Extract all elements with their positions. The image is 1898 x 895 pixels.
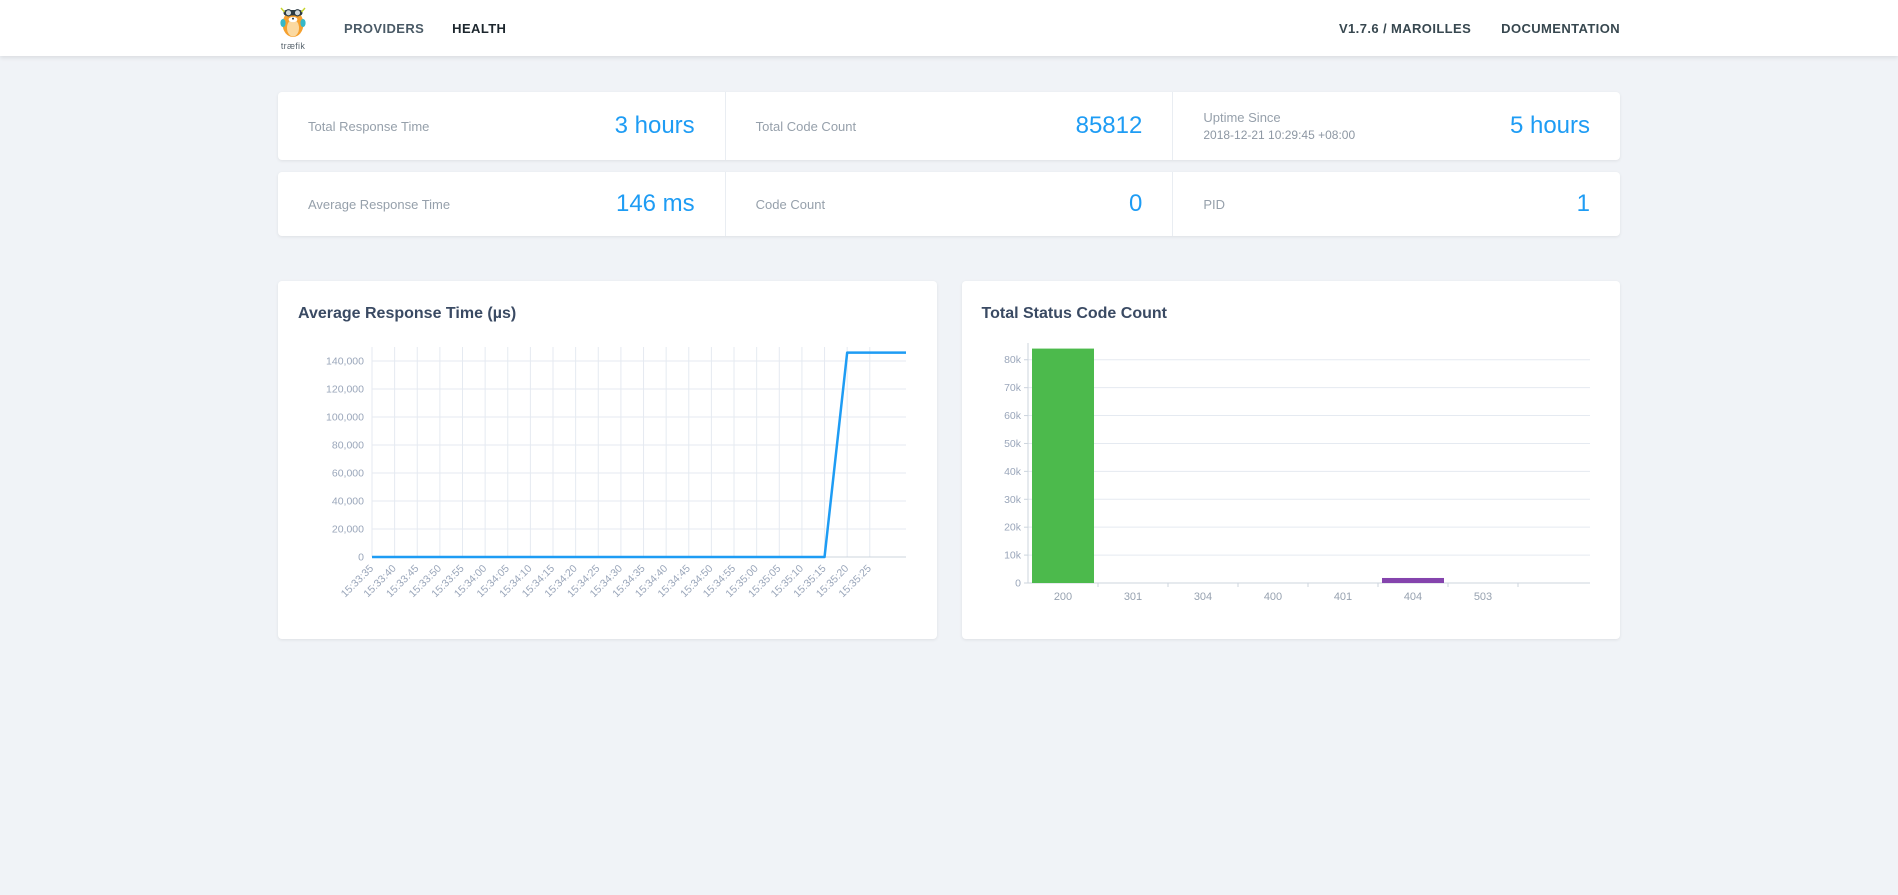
stat-value: 3 hours: [614, 112, 695, 139]
svg-text:70k: 70k: [1004, 382, 1022, 394]
svg-text:40,000: 40,000: [332, 496, 364, 508]
stat-row-totals: Total Response Time 3 hours Total Code C…: [278, 92, 1620, 160]
charts-row: Average Response Time (µs) 0 20,000 40,000…: [278, 281, 1620, 639]
svg-text:140,000: 140,000: [326, 356, 364, 368]
uptime-label-block: Uptime Since 2018-12-21 10:29:45 +08:00: [1203, 110, 1355, 142]
line-chart-title: Average Response Time (µs): [298, 305, 517, 322]
stat-label: PID: [1203, 196, 1226, 212]
chart-card-response-time: Average Response Time (µs) 0 20,000 40,000…: [278, 281, 937, 639]
svg-text:40k: 40k: [1004, 466, 1022, 478]
svg-text:20k: 20k: [1004, 522, 1022, 534]
stat-value: 85812: [1075, 112, 1143, 139]
main-content: Total Response Time 3 hours Total Code C…: [278, 92, 1620, 639]
svg-text:80,000: 80,000: [332, 440, 364, 452]
svg-text:10k: 10k: [1004, 550, 1022, 562]
uptime-timestamp: 2018-12-21 10:29:45 +08:00: [1203, 128, 1356, 142]
stat-label: Uptime Since: [1203, 110, 1281, 125]
stat-label: Total Response Time: [308, 118, 430, 134]
svg-text:301: 301: [1123, 591, 1141, 603]
svg-text:0: 0: [358, 552, 364, 564]
svg-text:401: 401: [1333, 591, 1351, 603]
stat-label: Code Count: [755, 196, 826, 212]
response-time-line-chart[interactable]: 0 20,000 40,000 60,000 80,000 100,000 120,000 1…: [296, 329, 918, 629]
bar-chart-title: Total Status Code Count: [981, 305, 1167, 322]
stat-value: 0: [1128, 190, 1143, 217]
navbar: træfik PROVIDERS HEALTH V1.7.6 / MAROILL…: [0, 0, 1898, 56]
status-code-bar-chart[interactable]: 0 10k 20k 30k 40k 50k 60k 70k 80k 200 301 304 400 401…: [980, 329, 1600, 629]
svg-text:0: 0: [1015, 578, 1021, 590]
chart-card-status-codes: Total Status Code Count 0 10k 20k 30k 40k 50k…: [961, 281, 1620, 639]
svg-text:30k: 30k: [1004, 494, 1022, 506]
svg-text:80k: 80k: [1004, 354, 1022, 366]
documentation-link[interactable]: DOCUMENTATION: [1501, 20, 1620, 36]
svg-text:20,000: 20,000: [332, 524, 364, 536]
svg-text:304: 304: [1193, 591, 1211, 603]
stat-code-count: Code Count 0: [724, 172, 1173, 236]
svg-text:100,000: 100,000: [326, 412, 364, 424]
traefik-logo[interactable]: træfik: [278, 6, 308, 51]
svg-text:400: 400: [1263, 591, 1281, 603]
svg-text:50k: 50k: [1004, 438, 1022, 450]
traefik-gopher-icon: [278, 6, 308, 43]
stat-value: 5 hours: [1509, 112, 1591, 139]
stat-uptime-since: Uptime Since 2018-12-21 10:29:45 +08:00 …: [1172, 92, 1620, 160]
svg-text:200: 200: [1053, 591, 1071, 603]
nav-item-health[interactable]: HEALTH: [452, 20, 507, 36]
svg-text:60k: 60k: [1004, 410, 1022, 422]
nav-inner: træfik PROVIDERS HEALTH V1.7.6 / MAROILL…: [278, 0, 1620, 56]
stat-value: 146 ms: [615, 190, 695, 217]
stat-label: Average Response Time: [308, 196, 451, 212]
nav-item-providers[interactable]: PROVIDERS: [344, 20, 425, 36]
stat-total-response-time: Total Response Time 3 hours: [278, 92, 725, 160]
stat-row-current: Average Response Time 146 ms Code Count …: [278, 172, 1620, 236]
stat-value: 1: [1576, 190, 1591, 217]
stat-total-code-count: Total Code Count 85812: [724, 92, 1173, 160]
stat-label: Total Code Count: [755, 118, 857, 134]
stat-pid: PID 1: [1172, 172, 1620, 236]
traefik-logo-text: træfik: [280, 40, 306, 51]
stat-average-response-time: Average Response Time 146 ms: [278, 172, 725, 236]
svg-text:404: 404: [1403, 591, 1421, 603]
svg-text:503: 503: [1473, 591, 1491, 603]
version-label[interactable]: V1.7.6 / MAROILLES: [1338, 20, 1472, 36]
svg-text:60,000: 60,000: [332, 468, 364, 480]
svg-text:120,000: 120,000: [326, 384, 364, 396]
